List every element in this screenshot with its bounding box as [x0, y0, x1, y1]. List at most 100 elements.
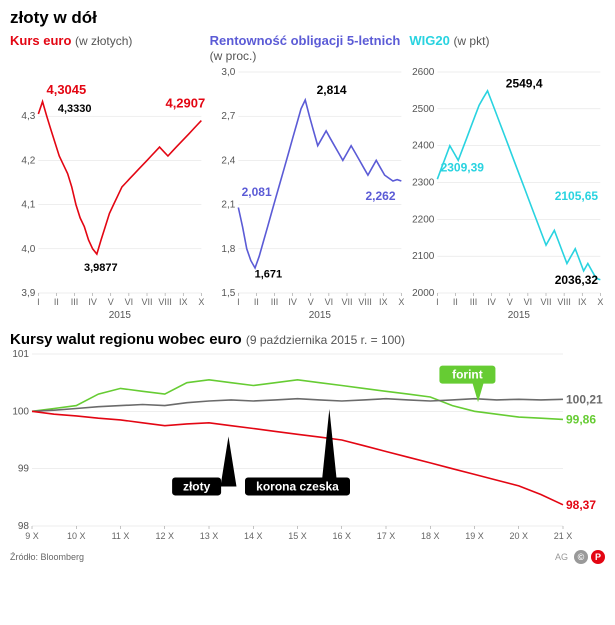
svg-text:IX: IX: [379, 297, 388, 307]
svg-text:IX: IX: [578, 297, 587, 307]
svg-text:VIII: VIII: [158, 297, 172, 307]
top-chart-row: Kurs euro (w złotych) 3,94,04,14,24,3III…: [10, 34, 605, 321]
svg-text:III: III: [71, 297, 79, 307]
svg-text:2100: 2100: [412, 251, 435, 262]
svg-text:100: 100: [12, 406, 29, 417]
panel-wig20: WIG20 (w pkt) 20002100220023002400250026…: [409, 34, 605, 321]
svg-text:II: II: [54, 297, 59, 307]
svg-text:12 X: 12 X: [155, 531, 174, 541]
svg-text:VII: VII: [141, 297, 152, 307]
svg-text:21 X: 21 X: [554, 531, 573, 541]
svg-text:10 X: 10 X: [67, 531, 86, 541]
svg-text:2500: 2500: [412, 104, 435, 115]
svg-text:3,0: 3,0: [221, 67, 235, 78]
svg-text:VI: VI: [125, 297, 134, 307]
svg-text:13 X: 13 X: [200, 531, 219, 541]
svg-text:2,814: 2,814: [316, 83, 346, 97]
svg-text:VI: VI: [524, 297, 533, 307]
svg-text:2,7: 2,7: [221, 111, 235, 122]
svg-text:2300: 2300: [412, 178, 435, 189]
chart-2: 2000210022002300240025002600IIIIIIIVVVIV…: [409, 66, 605, 321]
svg-text:11 X: 11 X: [112, 531, 130, 541]
svg-text:4,0: 4,0: [21, 244, 35, 255]
svg-text:złoty: złoty: [183, 479, 211, 493]
svg-text:1,5: 1,5: [221, 288, 235, 299]
svg-text:3,9877: 3,9877: [84, 262, 118, 274]
svg-text:17 X: 17 X: [377, 531, 396, 541]
svg-text:4,3: 4,3: [21, 111, 35, 122]
svg-text:2015: 2015: [109, 310, 132, 321]
svg-text:I: I: [37, 297, 40, 307]
panel-title-0: Kurs euro (w złotych): [10, 34, 206, 66]
svg-text:4,2: 4,2: [21, 155, 35, 166]
svg-text:I: I: [436, 297, 439, 307]
svg-text:2,1: 2,1: [221, 200, 235, 211]
svg-text:III: III: [270, 297, 278, 307]
svg-text:2,262: 2,262: [365, 189, 395, 203]
svg-text:IV: IV: [288, 297, 297, 307]
svg-text:1,8: 1,8: [221, 244, 235, 255]
svg-text:VIII: VIII: [358, 297, 372, 307]
panel-unit-2: (w pkt): [453, 34, 489, 48]
chart-bottom: 989910010199,86100,2198,379 X10 X11 X12 …: [10, 348, 605, 548]
svg-text:2200: 2200: [412, 214, 435, 225]
panel-title-1: Rentowność obligacji 5-letnich (w proc.): [210, 34, 406, 66]
svg-text:IV: IV: [488, 297, 497, 307]
svg-text:forint: forint: [452, 368, 483, 382]
svg-text:1,671: 1,671: [254, 269, 282, 281]
panel-title-text-2: WIG20: [409, 33, 449, 48]
svg-text:98,37: 98,37: [566, 498, 596, 512]
svg-text:99,86: 99,86: [566, 412, 596, 426]
svg-text:100,21: 100,21: [566, 392, 603, 406]
svg-text:2,081: 2,081: [241, 185, 271, 199]
attribution: AG: [555, 552, 568, 562]
svg-text:X: X: [398, 297, 404, 307]
svg-text:2309,39: 2309,39: [441, 160, 485, 174]
svg-text:16 X: 16 X: [332, 531, 351, 541]
panel-bonds: Rentowność obligacji 5-letnich (w proc.)…: [210, 34, 406, 321]
svg-text:20 X: 20 X: [509, 531, 528, 541]
svg-text:V: V: [307, 297, 313, 307]
svg-text:4,3330: 4,3330: [58, 103, 92, 115]
svg-text:VIII: VIII: [558, 297, 572, 307]
source-row: Źródło: Bloomberg AG ©P: [10, 550, 605, 564]
bottom-title-text: Kursy walut regionu wobec euro: [10, 331, 242, 348]
badge: P: [591, 550, 605, 564]
svg-text:3,9: 3,9: [21, 288, 35, 299]
svg-text:101: 101: [12, 349, 29, 360]
svg-text:X: X: [198, 297, 204, 307]
svg-text:V: V: [507, 297, 513, 307]
svg-text:9 X: 9 X: [25, 531, 39, 541]
svg-text:II: II: [453, 297, 458, 307]
panel-title-text-0: Kurs euro: [10, 33, 71, 48]
svg-text:2600: 2600: [412, 67, 435, 78]
svg-text:X: X: [598, 297, 604, 307]
panel-title-2: WIG20 (w pkt): [409, 34, 605, 66]
svg-text:VII: VII: [541, 297, 552, 307]
main-title: złoty w dół: [10, 8, 605, 28]
badges: ©P: [574, 550, 605, 564]
panel-euro: Kurs euro (w złotych) 3,94,04,14,24,3III…: [10, 34, 206, 321]
svg-text:4,1: 4,1: [21, 200, 35, 211]
svg-text:2400: 2400: [412, 141, 435, 152]
svg-text:18 X: 18 X: [421, 531, 440, 541]
source-text: Źródło: Bloomberg: [10, 552, 84, 562]
svg-text:15 X: 15 X: [288, 531, 307, 541]
svg-text:2105,65: 2105,65: [555, 189, 599, 203]
panel-unit-1: (w proc.): [210, 49, 257, 63]
panel-title-text-1: Rentowność obligacji 5-letnich: [210, 33, 401, 48]
chart-0: 3,94,04,14,24,3IIIIIIIVVVIVIIVIIIIXX2015…: [10, 66, 206, 321]
svg-text:14 X: 14 X: [244, 531, 263, 541]
svg-text:2015: 2015: [308, 310, 331, 321]
svg-text:2549,4: 2549,4: [506, 76, 543, 90]
badge: ©: [574, 550, 588, 564]
svg-text:4,2907: 4,2907: [165, 95, 205, 110]
bottom-section: Kursy walut regionu wobec euro (9 paździ…: [10, 331, 605, 548]
svg-text:VII: VII: [341, 297, 352, 307]
svg-text:4,3045: 4,3045: [46, 82, 86, 97]
svg-text:I: I: [237, 297, 240, 307]
svg-text:2015: 2015: [508, 310, 531, 321]
svg-text:II: II: [254, 297, 259, 307]
svg-text:III: III: [470, 297, 478, 307]
bottom-title: Kursy walut regionu wobec euro (9 paździ…: [10, 331, 605, 348]
